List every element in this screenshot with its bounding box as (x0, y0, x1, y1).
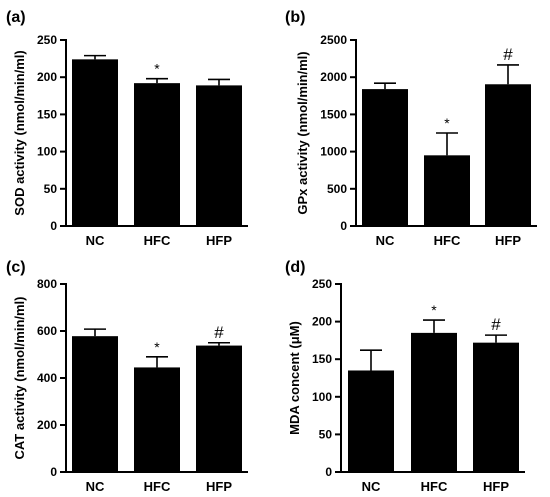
category-label: HFC (144, 233, 171, 248)
significance-asterisk: * (154, 339, 160, 355)
y-tick-label: 250 (312, 277, 332, 291)
significance-hash: # (491, 315, 501, 334)
category-label: NC (362, 479, 381, 494)
y-tick-label: 100 (37, 145, 57, 159)
y-axis-title: CAT activity (nmol/min/ml) (12, 297, 27, 460)
y-tick-label: 50 (319, 427, 333, 441)
y-tick-label: 2000 (320, 70, 347, 84)
y-axis-title: SOD activity (nmol/min/ml) (12, 50, 27, 215)
y-axis-title: GPx activity (nmol/min/ml) (295, 51, 310, 214)
y-tick-label: 0 (340, 219, 347, 233)
significance-hash: # (214, 323, 224, 342)
category-label: HFC (421, 479, 448, 494)
category-label: HFP (206, 479, 232, 494)
category-label: NC (86, 479, 105, 494)
y-tick-label: 150 (312, 352, 332, 366)
category-label: NC (86, 233, 105, 248)
y-tick-label: 50 (44, 182, 58, 196)
bar-hfc (134, 83, 180, 226)
bar-hfp (485, 84, 531, 226)
y-tick-label: 1000 (320, 145, 347, 159)
chart-panel-4: (d) 0 50 100 150 200 250 MDA concent (μM) NC HFC *… (285, 259, 525, 494)
y-tick-label: 200 (312, 315, 332, 329)
bar-nc (72, 59, 118, 227)
y-tick-label: 250 (37, 33, 57, 47)
bar-hfp (196, 345, 242, 472)
y-tick-label: 200 (37, 418, 57, 432)
y-tick-label: 400 (37, 371, 57, 385)
bar-hfc (411, 332, 457, 472)
y-tick-label: 200 (37, 70, 57, 84)
y-tick-label: 2500 (320, 33, 347, 47)
bar-hfc (134, 367, 180, 472)
category-label: HFP (483, 479, 509, 494)
y-tick-label: 0 (50, 219, 57, 233)
category-label: NC (376, 233, 395, 248)
category-label: HFC (144, 479, 171, 494)
bar-hfc (424, 155, 470, 226)
chart-panel-2: (b) 0 500 1000 1500 2000 2500 GPx activity (nmo… (285, 9, 537, 248)
y-tick-label: 1500 (320, 107, 347, 121)
category-label: HFP (495, 233, 521, 248)
category-label: HFC (434, 233, 461, 248)
significance-asterisk: * (444, 115, 450, 131)
chart-panel-3: (c) 0 200 400 600 800 CAT activity (nmol/min/m… (6, 259, 248, 494)
bar-hfp (473, 342, 519, 472)
significance-asterisk: * (431, 302, 437, 318)
category-label: HFP (206, 233, 232, 248)
y-tick-label: 100 (312, 390, 332, 404)
y-tick-label: 0 (325, 465, 332, 479)
y-tick-label: 800 (37, 277, 57, 291)
panel-label: (b) (285, 9, 305, 26)
chart-panel-1: (a) 0 50 100 150 200 250 SOD activity (nmol/min… (6, 9, 248, 248)
bar-hfp (196, 85, 242, 226)
significance-hash: # (503, 45, 513, 64)
y-tick-label: 150 (37, 107, 57, 121)
y-tick-label: 0 (50, 465, 57, 479)
bar-nc (72, 336, 118, 472)
bar-nc (362, 89, 408, 226)
panel-label: (d) (285, 259, 305, 276)
y-axis-title: MDA concent (μM) (287, 321, 302, 435)
y-tick-label: 500 (327, 182, 347, 196)
significance-asterisk: * (154, 61, 160, 77)
panel-label: (a) (6, 9, 26, 26)
panel-label: (c) (6, 259, 26, 276)
bar-nc (348, 370, 394, 472)
y-tick-label: 600 (37, 324, 57, 338)
